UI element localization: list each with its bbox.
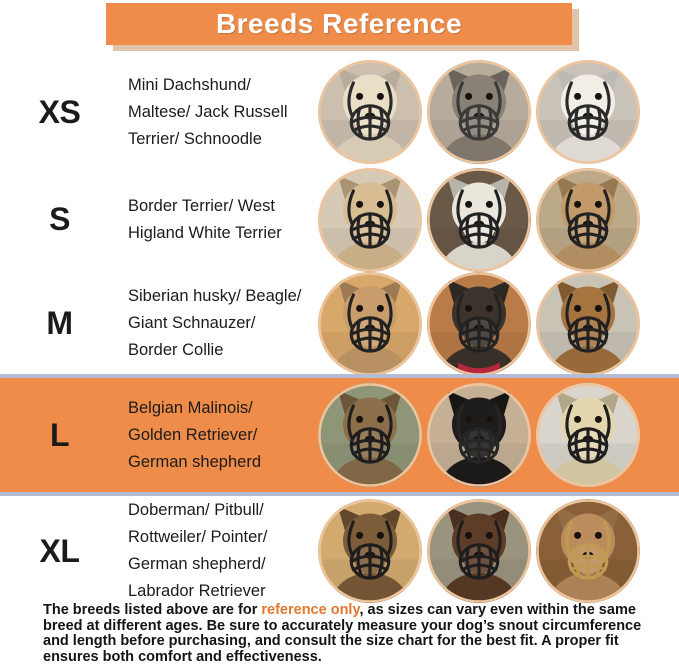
size-row-xl: XL Doberman/ Pitbull/ Rottweiler/ Pointe… [0,497,679,605]
dog-photo [318,60,422,164]
photo-group-xs [318,60,640,164]
breed-line: Border Collie [128,341,224,359]
breed-line: Higland White Terrier [128,223,282,242]
dog-photo [536,383,640,487]
dog-photo [427,499,531,603]
size-label-s: S [49,201,70,237]
reference-only-highlight: reference only [261,602,360,618]
photo-group-s [318,167,640,272]
dog-photo [427,167,531,272]
breed-line: Golden Retriever/ [128,425,258,444]
photo-group-l [318,383,640,487]
photo-group-m [318,271,640,376]
breed-line: Giant Schnauzer/ [128,314,256,332]
breed-line: Border Terrier/ West [128,196,276,215]
breed-line: Terrier/ Schnoodle [128,129,262,148]
dog-photo [427,383,531,487]
header-banner: Breeds Reference [106,3,572,45]
breed-list-xs: Mini Dachshund/ Maltese/ Jack Russell Te… [128,72,318,153]
size-label-xs: XS [38,93,81,130]
dog-photo [536,167,640,272]
breed-line: Siberian husky/ Beagle/ [128,287,302,305]
dog-photo [536,271,640,376]
size-row-s: S Border Terrier/ West Higland White Ter… [0,166,679,273]
breed-line: Labrador Retriever [128,582,266,600]
breed-list-xl: Doberman/ Pitbull/ Rottweiler/ Pointer/ … [128,497,318,605]
dog-photo [318,167,422,272]
dog-photo [427,271,531,376]
breed-line: German shepherd/ [128,555,266,573]
size-label-l: L [49,416,70,453]
disclaimer-text: The breeds listed above are for referenc… [43,602,649,665]
breed-line: Belgian Malinois/ [128,398,253,417]
size-label-xl: XL [39,532,80,569]
dog-photo [427,60,531,164]
breed-line: Doberman/ Pitbull/ [128,501,264,519]
breed-list-l: Belgian Malinois/ Golden Retriever/ Germ… [128,395,318,476]
dog-photo [536,499,640,603]
size-row-l-highlighted: L Belgian Malinois/ Golden Retriever/ Ge… [0,374,679,496]
size-row-xs: XS Mini Dachshund/ Maltese/ Jack Russell… [0,56,679,168]
size-label-m: M [46,305,73,341]
dog-photo [536,60,640,164]
dog-photo [318,271,422,376]
breed-line: Rottweiler/ Pointer/ [128,528,268,546]
dog-photo [318,383,422,487]
breed-list-s: Border Terrier/ West Higland White Terri… [128,193,318,247]
disclaimer-after: , as sizes can vary even within the same… [43,602,642,665]
dog-photo [318,499,422,603]
breed-list-m: Siberian husky/ Beagle/ Giant Schnauzer/… [128,283,318,364]
breed-line: German shepherd [128,452,261,471]
disclaimer-before: The breeds listed above are for [43,602,262,618]
breed-line: Mini Dachshund/ [128,75,251,94]
breed-line: Maltese/ Jack Russell [128,102,288,121]
page-title: Breeds Reference [215,8,463,39]
photo-group-xl [318,499,640,603]
size-row-m: M Siberian husky/ Beagle/ Giant Schnauze… [0,270,679,377]
